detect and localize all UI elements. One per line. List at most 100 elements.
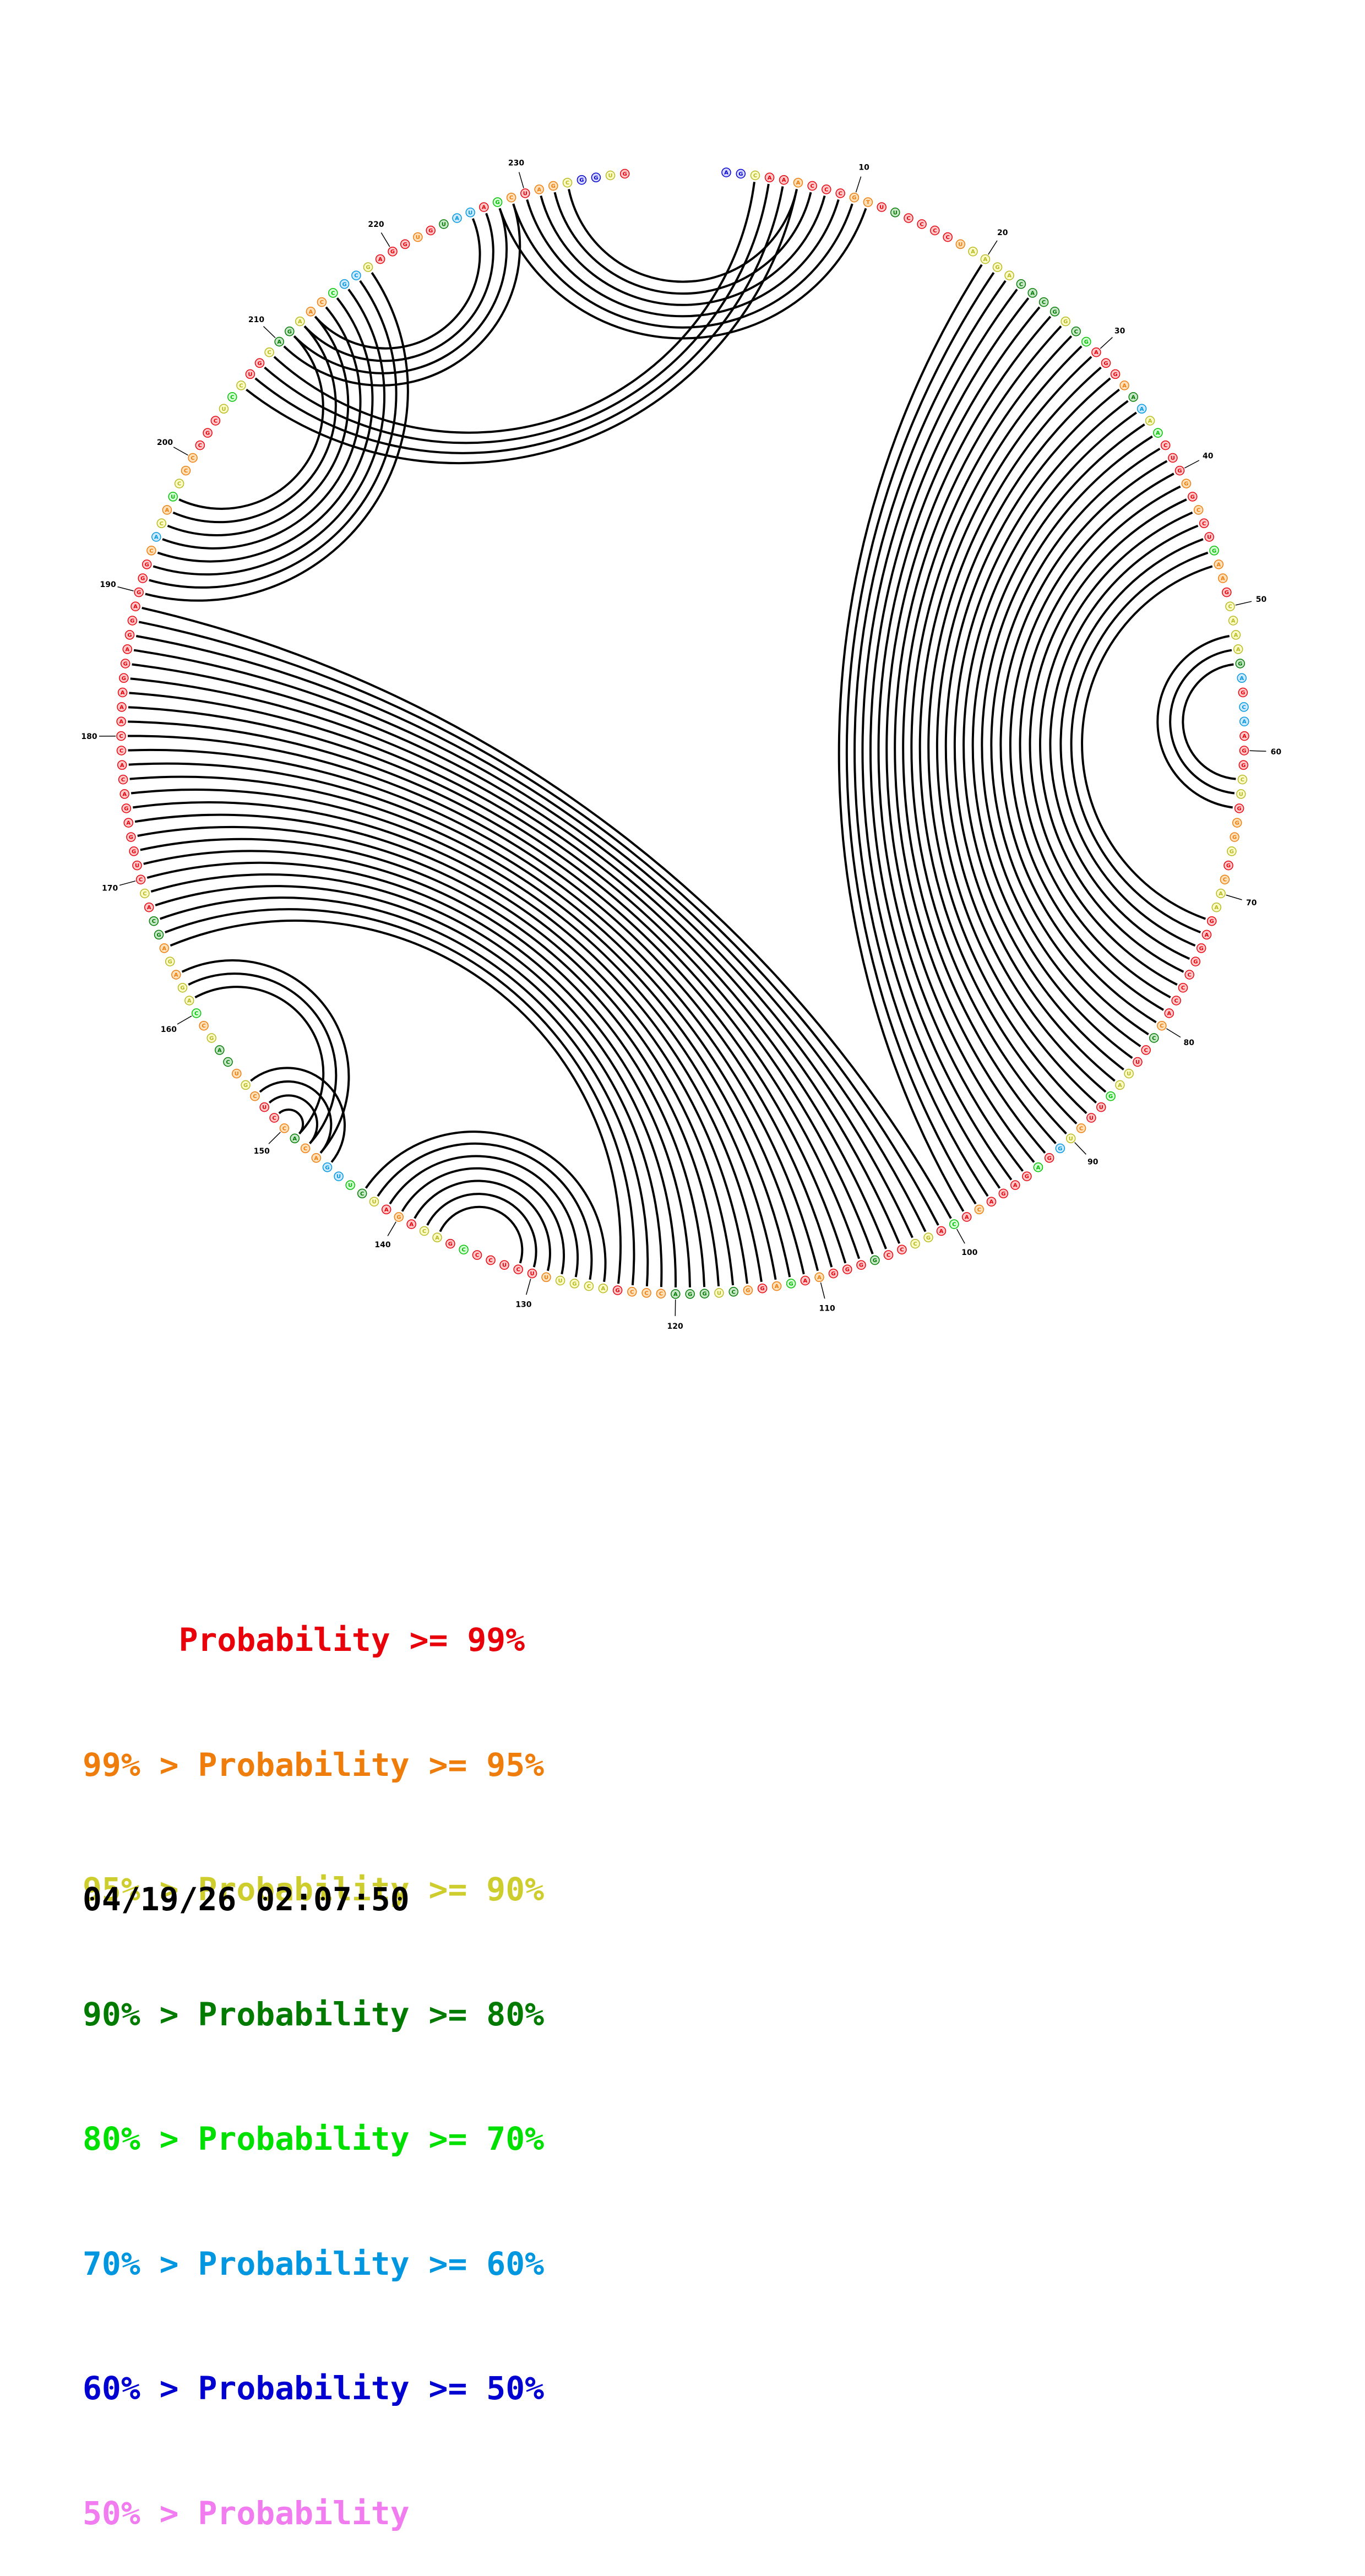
nucleotide: C	[628, 1287, 637, 1296]
nucleotide-letter: C	[272, 1116, 276, 1122]
nucleotide: A	[937, 1227, 946, 1236]
nucleotide: G	[122, 804, 130, 813]
base-pair-arc	[162, 307, 361, 548]
nucleotide: A	[671, 1290, 680, 1298]
nucleotide: U	[1237, 790, 1246, 798]
nucleotide-letter: C	[191, 455, 194, 461]
nucleotide-letter: U	[717, 1290, 721, 1296]
nucleotide: G	[1235, 804, 1244, 813]
nucleotide-letter: G	[551, 183, 556, 189]
nucleotide: U	[521, 189, 530, 198]
nucleotide: G	[1045, 1154, 1054, 1162]
nucleotide: G	[1208, 917, 1216, 926]
nucleotide: A	[780, 176, 788, 184]
nucleotide: G	[787, 1279, 796, 1288]
nucleotide-letter: G	[124, 806, 128, 812]
nucleotide-letter: G	[1225, 590, 1229, 596]
nucleotide-letter: G	[995, 265, 999, 271]
nucleotide-letter: A	[277, 339, 281, 345]
nucleotide: G	[323, 1163, 332, 1172]
nucleotide: A	[1240, 732, 1249, 741]
nucleotide-letter: G	[495, 200, 499, 206]
nucleotide-letter: C	[565, 180, 569, 186]
nucleotide: U	[414, 233, 422, 242]
nucleotide-letter: C	[1160, 1023, 1163, 1029]
nucleotide-letter: A	[989, 1199, 994, 1205]
nucleotide-letter: G	[746, 1288, 750, 1294]
nucleotide-letter: C	[509, 195, 513, 201]
nucleotide: A	[1219, 574, 1227, 583]
nucleotide: C	[808, 182, 817, 191]
nucleotide-letter: A	[601, 1286, 606, 1292]
nucleotide: C	[149, 917, 158, 926]
nucleotide: C	[1072, 327, 1080, 336]
nucleotide: G	[127, 833, 135, 841]
nucleotide-letter: A	[162, 945, 166, 952]
position-ticks: 1020304050607080901001101201301401501601…	[81, 159, 1281, 1331]
nucleotide-letter: U	[1099, 1105, 1103, 1111]
tick-line	[1075, 1143, 1086, 1155]
nucleotide-letter: G	[688, 1291, 692, 1297]
nucleotide: C	[1194, 506, 1203, 514]
nucleotide: A	[306, 307, 315, 316]
nucleotide: U	[260, 1103, 269, 1112]
nucleotide-letter: C	[475, 1253, 479, 1259]
nucleotide-letter: C	[1152, 1036, 1156, 1042]
nucleotide-letter: G	[1025, 1174, 1029, 1180]
nucleotide: G	[736, 170, 745, 178]
nucleotide: A	[172, 970, 181, 979]
nucleotide-letter: G	[287, 329, 292, 335]
nucleotide-letter: A	[971, 249, 975, 255]
nucleotide-letter: C	[149, 548, 153, 554]
nucleotide-letter: G	[1184, 481, 1188, 487]
nucleotide: G	[1210, 546, 1219, 555]
nucleotide: U	[466, 208, 475, 217]
nucleotide-letter: A	[1094, 350, 1098, 356]
nucleotide-letter: A	[174, 972, 178, 979]
nucleotide-letter: C	[1019, 281, 1023, 287]
nucleotide-letter: C	[1181, 985, 1185, 991]
nucleotide: G	[241, 1080, 250, 1089]
nucleotide-letter: U	[1135, 1059, 1140, 1066]
nucleotide-letter: A	[314, 1155, 318, 1161]
nucleotide: A	[981, 255, 989, 264]
nucleotide-letter: A	[939, 1229, 944, 1235]
nucleotide: C	[1185, 970, 1194, 979]
nucleotide: C	[1239, 703, 1248, 711]
tick-line	[1226, 895, 1242, 900]
base-pair-arc	[173, 326, 335, 522]
nucleotide: G	[155, 930, 164, 939]
nucleotide: C	[270, 1113, 279, 1122]
base-pair-arc	[1157, 636, 1232, 807]
nucleotide: C	[822, 185, 831, 194]
nucleotide-letter: A	[298, 319, 302, 325]
nucleotide: C	[117, 746, 126, 755]
nucleotide: G	[1230, 833, 1239, 841]
nucleotide: C	[280, 1124, 289, 1133]
nucleotide-letter: A	[1239, 676, 1244, 682]
tick-line	[519, 172, 524, 188]
tick-line	[856, 177, 861, 193]
nucleotide: G	[843, 1265, 852, 1274]
nucleotide-letter: G	[122, 676, 126, 682]
nucleotide: A	[722, 168, 731, 177]
nucleotide-letter: A	[435, 1235, 439, 1241]
legend-entry-4: 90% > Probability >= 80%	[83, 1994, 544, 2036]
nucleotide: C	[147, 546, 156, 555]
nucleotide: A	[453, 214, 461, 222]
nucleotide: C	[1150, 1034, 1159, 1042]
nucleotide-letter: G	[579, 177, 584, 183]
nucleotide-letter: A	[983, 257, 988, 263]
nucleotide-letter: G	[257, 361, 262, 367]
nucleotide: G	[924, 1233, 933, 1242]
nucleotide: U	[1124, 1069, 1133, 1078]
nucleotide-letter: A	[1118, 1083, 1122, 1089]
tick-line	[1100, 338, 1112, 349]
nucleotide-letter: A	[724, 170, 728, 176]
nucleotide: A	[290, 1134, 299, 1143]
nucleotide-letter: C	[143, 891, 146, 897]
nucleotide-letter: A	[803, 1278, 808, 1284]
tick-label: 200	[157, 438, 173, 447]
nucleotide-letter: G	[1108, 1094, 1113, 1100]
nucleotide: C	[188, 454, 197, 463]
